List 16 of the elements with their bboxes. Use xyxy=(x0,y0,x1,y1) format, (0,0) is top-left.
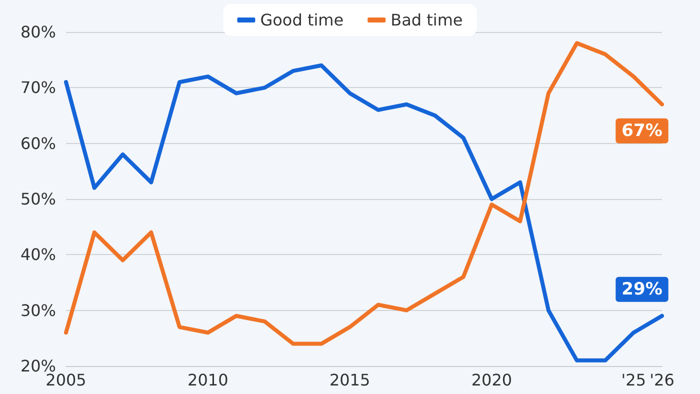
x-tick-label: '25 xyxy=(621,370,646,390)
x-tick-label: 2015 xyxy=(329,370,370,390)
y-tick-label: 80% xyxy=(20,22,56,42)
data-label: 67% xyxy=(622,120,662,141)
legend-label: Bad time xyxy=(390,10,463,30)
x-tick-label: 2010 xyxy=(188,370,228,390)
y-tick-label: 70% xyxy=(20,78,56,98)
x-tick-label: 2005 xyxy=(46,370,86,390)
y-tick-label: 40% xyxy=(20,245,56,264)
legend-label: Good time xyxy=(260,10,344,30)
y-tick-label: 50% xyxy=(20,190,56,208)
x-tick-label: 2020 xyxy=(471,370,512,390)
data-label: 29% xyxy=(622,279,662,300)
x-tick-label: '26 xyxy=(650,370,674,390)
y-tick-label: 60% xyxy=(20,134,56,153)
y-tick-label: 30% xyxy=(20,300,56,320)
